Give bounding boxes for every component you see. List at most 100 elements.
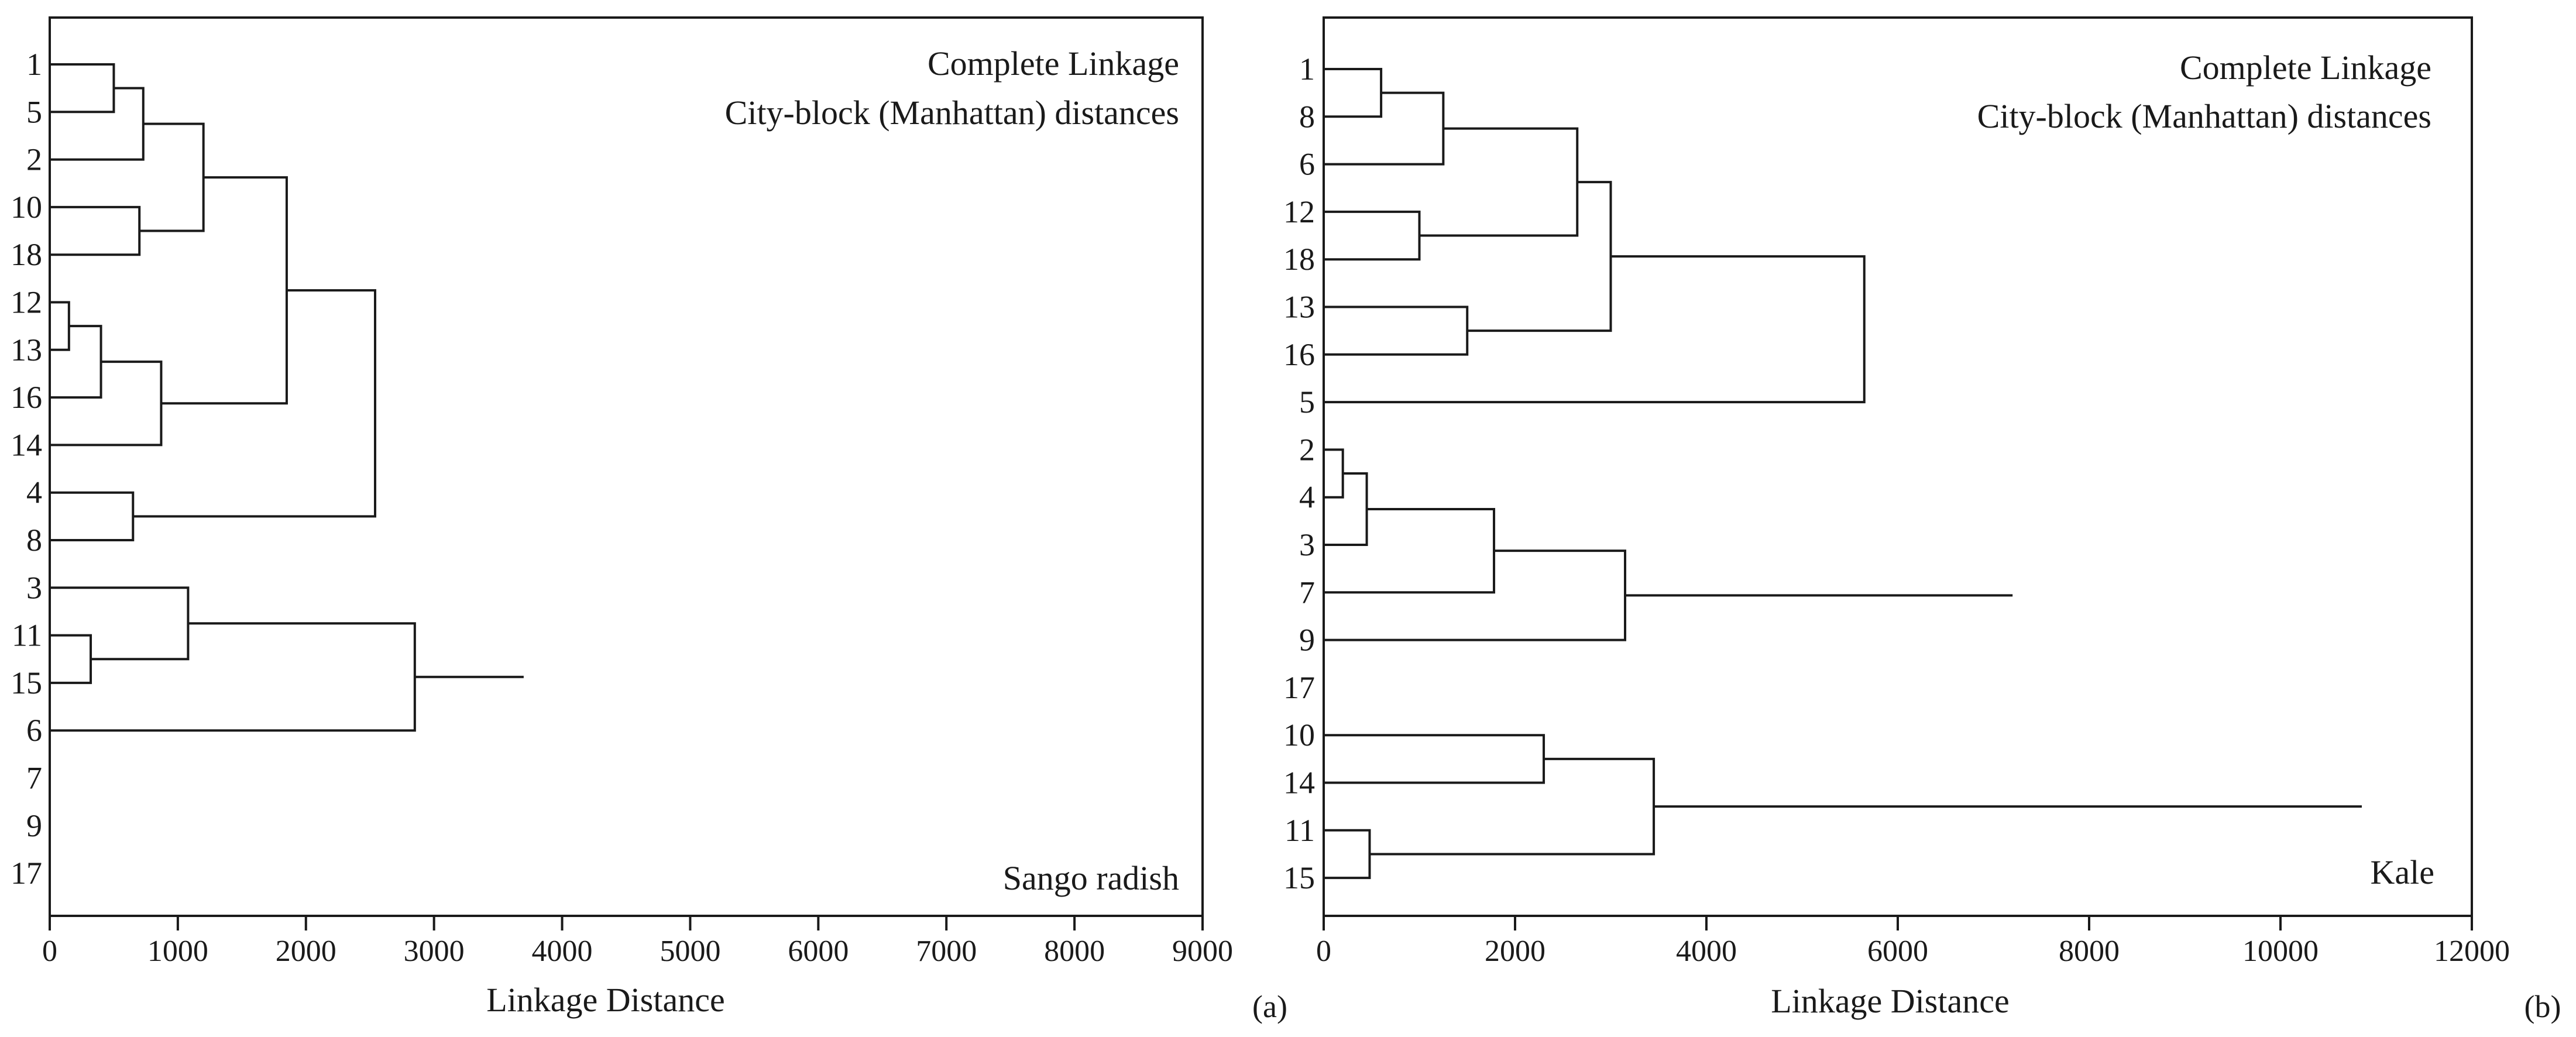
merge-link-3: [1419, 127, 1579, 237]
leaf-label-6: 6: [1299, 147, 1315, 182]
x-tick-label-4000: 4000: [1676, 935, 1737, 968]
leaf-label-11: 11: [12, 618, 42, 653]
merge-link-4: [1324, 305, 1469, 356]
x-tick-label-5000: 5000: [660, 935, 720, 968]
merge-link-7: [1324, 448, 1344, 499]
merge-link-1: [50, 301, 70, 351]
x-tick-label-7000: 7000: [916, 935, 977, 968]
leaf-label-14: 14: [1283, 765, 1315, 801]
merge-link-10: [1324, 550, 1627, 641]
merge-link-2: [1324, 210, 1421, 261]
x-tick-label-8000: 8000: [1044, 935, 1105, 968]
merge-link-9: [139, 122, 205, 232]
leaf-label-13: 13: [11, 332, 42, 368]
merge-link-6: [50, 87, 145, 161]
x-ticks-a: 0 1000 2000 3000 4000 5000 6000 7000 8000 9000: [42, 916, 1233, 968]
merge-link-0: [1324, 68, 1383, 118]
dendrogram-panel-a: Complete Linkage City-block (Manhattan) …: [11, 16, 1287, 1024]
leaf-label-15: 15: [11, 665, 42, 701]
leaf-label-18: 18: [1283, 242, 1315, 277]
leaf-label-16: 16: [1283, 337, 1315, 372]
merge-link-3: [50, 634, 92, 684]
merge-link-7: [50, 325, 102, 399]
x-ticks-b: 0 2000 4000 6000 8000 10000 12000: [1316, 916, 2510, 968]
leaf-label-13: 13: [1283, 290, 1315, 325]
leaf-label-2: 2: [1299, 432, 1315, 467]
x-tick-label-0: 0: [42, 935, 57, 968]
leaf-label-5: 5: [1299, 384, 1315, 420]
x-tick-label-6000: 6000: [1867, 935, 1928, 968]
leaf-label-8: 8: [1299, 99, 1315, 134]
leaf-label-18: 18: [11, 237, 42, 272]
leaf-label-9: 9: [1299, 623, 1315, 658]
leaf-label-3: 3: [1299, 527, 1315, 562]
linkage-note-b: Complete Linkage: [2180, 49, 2431, 87]
dendrogram-panel-b: Complete Linkage City-block (Manhattan) …: [1283, 16, 2561, 1024]
x-tick-label-2000: 2000: [276, 935, 336, 968]
x-tick-label-6000: 6000: [788, 935, 849, 968]
linkage-note-a: Complete Linkage: [928, 44, 1179, 83]
leaf-label-6: 6: [26, 713, 42, 748]
panel-tag-b: (b): [2525, 989, 2561, 1024]
merge-link-8: [50, 360, 163, 447]
plot-frame-a: [49, 16, 1204, 917]
merge-link-12: [1324, 734, 1545, 784]
leaf-label-4: 4: [26, 475, 42, 510]
x-tick-label-1000: 1000: [147, 935, 208, 968]
x-tick-label-8000: 8000: [2059, 935, 2120, 968]
x-tick-label-3000: 3000: [404, 935, 465, 968]
leaf-label-10: 10: [1283, 717, 1315, 753]
leaf-label-9: 9: [26, 808, 42, 843]
merge-link-10: [161, 176, 288, 405]
merge-link-11: [133, 289, 376, 518]
dendrogram-links-a: [50, 63, 524, 732]
x-tick-label-0: 0: [1316, 935, 1331, 968]
leaf-label-12: 12: [1283, 194, 1315, 229]
leaf-label-5: 5: [26, 94, 42, 129]
leaf-label-17: 17: [1283, 670, 1315, 705]
x-axis-label-a: Linkage Distance: [486, 981, 724, 1019]
corner-label-b: Kale: [2371, 853, 2435, 891]
corner-label-a: Sango radish: [1003, 859, 1179, 897]
leaf-label-1: 1: [26, 47, 42, 82]
distance-note-a: City-block (Manhattan) distances: [725, 94, 1179, 132]
x-tick-label-9000: 9000: [1172, 935, 1233, 968]
plot-frame-b: [1323, 16, 2473, 917]
merge-link-9: [1324, 508, 1496, 594]
leaf-label-7: 7: [1299, 575, 1315, 610]
merge-link-1: [1324, 91, 1445, 166]
panel-tag-a: (a): [1252, 989, 1287, 1024]
x-axis-label-b: Linkage Distance: [1771, 982, 2009, 1020]
leaf-label-4: 4: [1299, 480, 1315, 515]
merge-link-5: [1467, 181, 1612, 332]
merge-link-2: [50, 205, 141, 256]
leaf-label-7: 7: [26, 761, 42, 796]
merge-link-0: [50, 63, 115, 114]
merge-link-8: [1324, 472, 1368, 546]
x-tick-label-10000: 10000: [2242, 935, 2319, 968]
leaf-label-2: 2: [26, 142, 42, 177]
leaf-label-12: 12: [11, 285, 42, 320]
merge-link-14: [1369, 757, 1655, 856]
dendrogram-links-b: [1324, 68, 2362, 880]
leaf-label-10: 10: [11, 190, 42, 225]
leaf-label-16: 16: [11, 380, 42, 415]
x-tick-label-4000: 4000: [532, 935, 593, 968]
leaf-label-8: 8: [26, 523, 42, 558]
merge-link-13: [1324, 829, 1371, 880]
distance-note-b: City-block (Manhattan) distances: [1977, 97, 2431, 135]
merge-link-5: [50, 586, 190, 661]
leaf-label-11: 11: [1284, 813, 1315, 848]
x-tick-label-2000: 2000: [1485, 935, 1545, 968]
x-tick-label-12000: 12000: [2434, 935, 2510, 968]
merge-link-12: [50, 622, 416, 732]
merge-link-4: [50, 491, 135, 541]
leaf-label-15: 15: [1283, 860, 1315, 895]
merge-link-6: [1324, 255, 1866, 404]
leaf-label-1: 1: [1299, 51, 1315, 87]
leaf-label-3: 3: [26, 570, 42, 605]
leaf-label-17: 17: [11, 856, 42, 891]
